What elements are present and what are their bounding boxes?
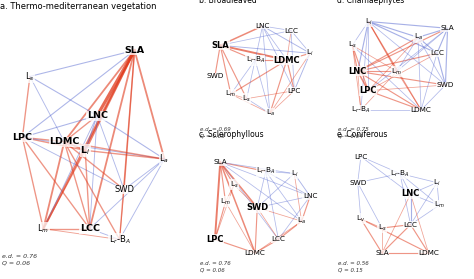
Text: b. Broadleaved: b. Broadleaved <box>199 0 257 6</box>
Text: LNC: LNC <box>303 193 318 199</box>
Text: L$_{i}$: L$_{i}$ <box>291 169 298 179</box>
Text: LDMC: LDMC <box>410 107 431 113</box>
Text: LPC: LPC <box>288 88 301 94</box>
Text: SLA: SLA <box>211 41 229 50</box>
Text: e.d. = 0.69
Q = 0.05: e.d. = 0.69 Q = 0.05 <box>201 127 231 138</box>
Text: SWD: SWD <box>206 73 224 79</box>
Text: LNC: LNC <box>87 111 108 120</box>
Text: LDMC: LDMC <box>273 56 300 64</box>
Text: e.d. = 0.76
Q = 0.06: e.d. = 0.76 Q = 0.06 <box>2 254 37 265</box>
Text: L$_{s}$: L$_{s}$ <box>242 93 251 104</box>
Text: LCC: LCC <box>272 236 285 242</box>
Text: LPC: LPC <box>359 86 377 95</box>
Text: L$_{m}$: L$_{m}$ <box>434 200 445 210</box>
Text: LCC: LCC <box>284 28 298 33</box>
Text: c. Sclerophyllous: c. Sclerophyllous <box>199 130 264 140</box>
Text: LNC: LNC <box>401 189 420 198</box>
Text: LNC: LNC <box>348 67 367 76</box>
Text: L$_{i}$: L$_{i}$ <box>306 48 314 58</box>
Text: L$_{s}$: L$_{s}$ <box>348 40 357 50</box>
Text: e.d. = 0.76
Q = 0.06: e.d. = 0.76 Q = 0.06 <box>201 261 231 272</box>
Text: LPC: LPC <box>354 153 367 160</box>
Text: SWD: SWD <box>437 82 454 88</box>
Text: e. Coniferous: e. Coniferous <box>337 130 387 140</box>
Text: SLA: SLA <box>213 159 227 165</box>
Text: LDMC: LDMC <box>49 137 80 146</box>
Text: L$_{a}$: L$_{a}$ <box>265 108 274 119</box>
Text: LDMC: LDMC <box>418 250 439 256</box>
Text: L$_r$-B$_A$: L$_r$-B$_A$ <box>391 169 410 179</box>
Text: L$_{a}$: L$_{a}$ <box>297 216 306 226</box>
Text: L$_r$-B$_A$: L$_r$-B$_A$ <box>109 233 130 246</box>
Text: SWD: SWD <box>246 203 268 212</box>
Text: L$_r$-B$_A$: L$_r$-B$_A$ <box>256 166 275 176</box>
Text: e.d. = 0.56
Q = 0.15: e.d. = 0.56 Q = 0.15 <box>338 261 369 272</box>
Text: L$_{m}$: L$_{m}$ <box>392 66 402 76</box>
Text: L$_{v}$: L$_{v}$ <box>356 214 365 224</box>
Text: d. Chamaephytes: d. Chamaephytes <box>337 0 404 6</box>
Text: LCC: LCC <box>430 50 444 56</box>
Text: SLA: SLA <box>125 46 145 55</box>
Text: a. Thermo-mediterranean vegetation: a. Thermo-mediterranean vegetation <box>0 2 156 11</box>
Text: L$_{s}$: L$_{s}$ <box>378 223 386 233</box>
Text: L$_{a}$: L$_{a}$ <box>159 153 169 165</box>
Text: L$_r$-B$_A$: L$_r$-B$_A$ <box>351 105 370 115</box>
Text: L$_{s}$: L$_{s}$ <box>230 180 238 190</box>
Text: LPC: LPC <box>206 235 224 244</box>
Text: SWD: SWD <box>349 180 366 186</box>
Text: L$_{s}$: L$_{s}$ <box>25 70 35 83</box>
Text: SLA: SLA <box>375 250 389 256</box>
Text: L$_{i}$: L$_{i}$ <box>433 177 441 188</box>
Text: L$_{m}$: L$_{m}$ <box>37 222 49 235</box>
Text: L$_{m}$: L$_{m}$ <box>226 89 236 99</box>
Text: SLA: SLA <box>441 25 455 31</box>
Text: L$_{i}$: L$_{i}$ <box>80 144 90 157</box>
Text: L$_{i}$: L$_{i}$ <box>365 16 372 27</box>
Text: LDMC: LDMC <box>245 250 265 256</box>
Text: L$_r$-B$_A$: L$_r$-B$_A$ <box>246 55 264 65</box>
Text: LPC: LPC <box>12 133 32 142</box>
Text: L$_{a}$: L$_{a}$ <box>413 32 422 42</box>
Text: LCC: LCC <box>403 222 418 228</box>
Text: LNC: LNC <box>255 23 270 29</box>
Text: LCC: LCC <box>80 224 100 233</box>
Text: SWD: SWD <box>114 185 134 194</box>
Text: L$_{m}$: L$_{m}$ <box>220 197 231 207</box>
Text: e.d. = 0.75
Q = 0.04: e.d. = 0.75 Q = 0.04 <box>338 127 369 138</box>
